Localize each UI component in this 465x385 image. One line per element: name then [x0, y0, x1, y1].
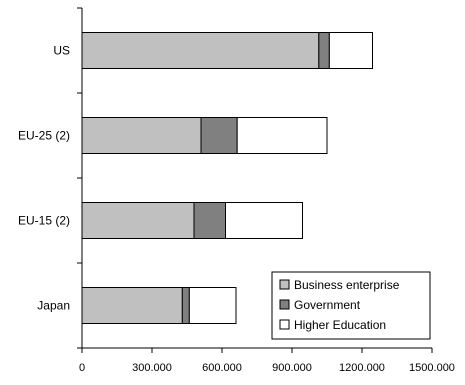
legend-box	[271, 271, 431, 340]
x-tick-label: 1500.000	[409, 362, 455, 374]
bar-segment-business-enterprise	[81, 287, 183, 324]
legend-label-higher-education: Higher Education	[294, 318, 386, 332]
bar-segment-higher-education	[188, 287, 237, 324]
x-tick-label: 0	[79, 362, 85, 374]
x-tick-label: 900.000	[272, 362, 312, 374]
x-tick-label: 1200.000	[339, 362, 385, 374]
category-label: EU-25 (2)	[18, 129, 70, 143]
legend: Business enterprise Government Higher Educ…	[271, 271, 431, 340]
legend-swatch-business-enterprise	[279, 279, 290, 290]
category-label: US	[53, 44, 70, 58]
category-labels: US EU-25 (2) EU-15 (2) Japan	[18, 44, 70, 313]
bar-segment-government	[200, 117, 238, 154]
chart-bars	[81, 32, 374, 324]
legend-label-government: Government	[294, 298, 361, 312]
bar-segment-business-enterprise	[81, 32, 320, 69]
bar-segment-government	[318, 32, 330, 69]
x-tick-label: 600.000	[202, 362, 242, 374]
x-tick-label: 300.000	[132, 362, 172, 374]
bar-segment-government	[193, 202, 226, 239]
category-label: Japan	[37, 299, 70, 313]
bar-segment-higher-education	[225, 202, 303, 239]
x-axis-ticks: 0 300.000 600.000 900.000 1200.000 1500.000	[79, 348, 455, 374]
bar-segment-higher-education	[328, 32, 374, 69]
legend-label-business-enterprise: Business enterprise	[294, 278, 400, 292]
bar-segment-business-enterprise	[81, 202, 195, 239]
legend-swatch-higher-education	[279, 319, 290, 330]
bar-segment-government	[181, 287, 190, 324]
bar-segment-higher-education	[236, 117, 328, 154]
bar-segment-business-enterprise	[81, 117, 202, 154]
category-label: EU-15 (2)	[18, 214, 70, 228]
legend-swatch-government	[279, 299, 290, 310]
